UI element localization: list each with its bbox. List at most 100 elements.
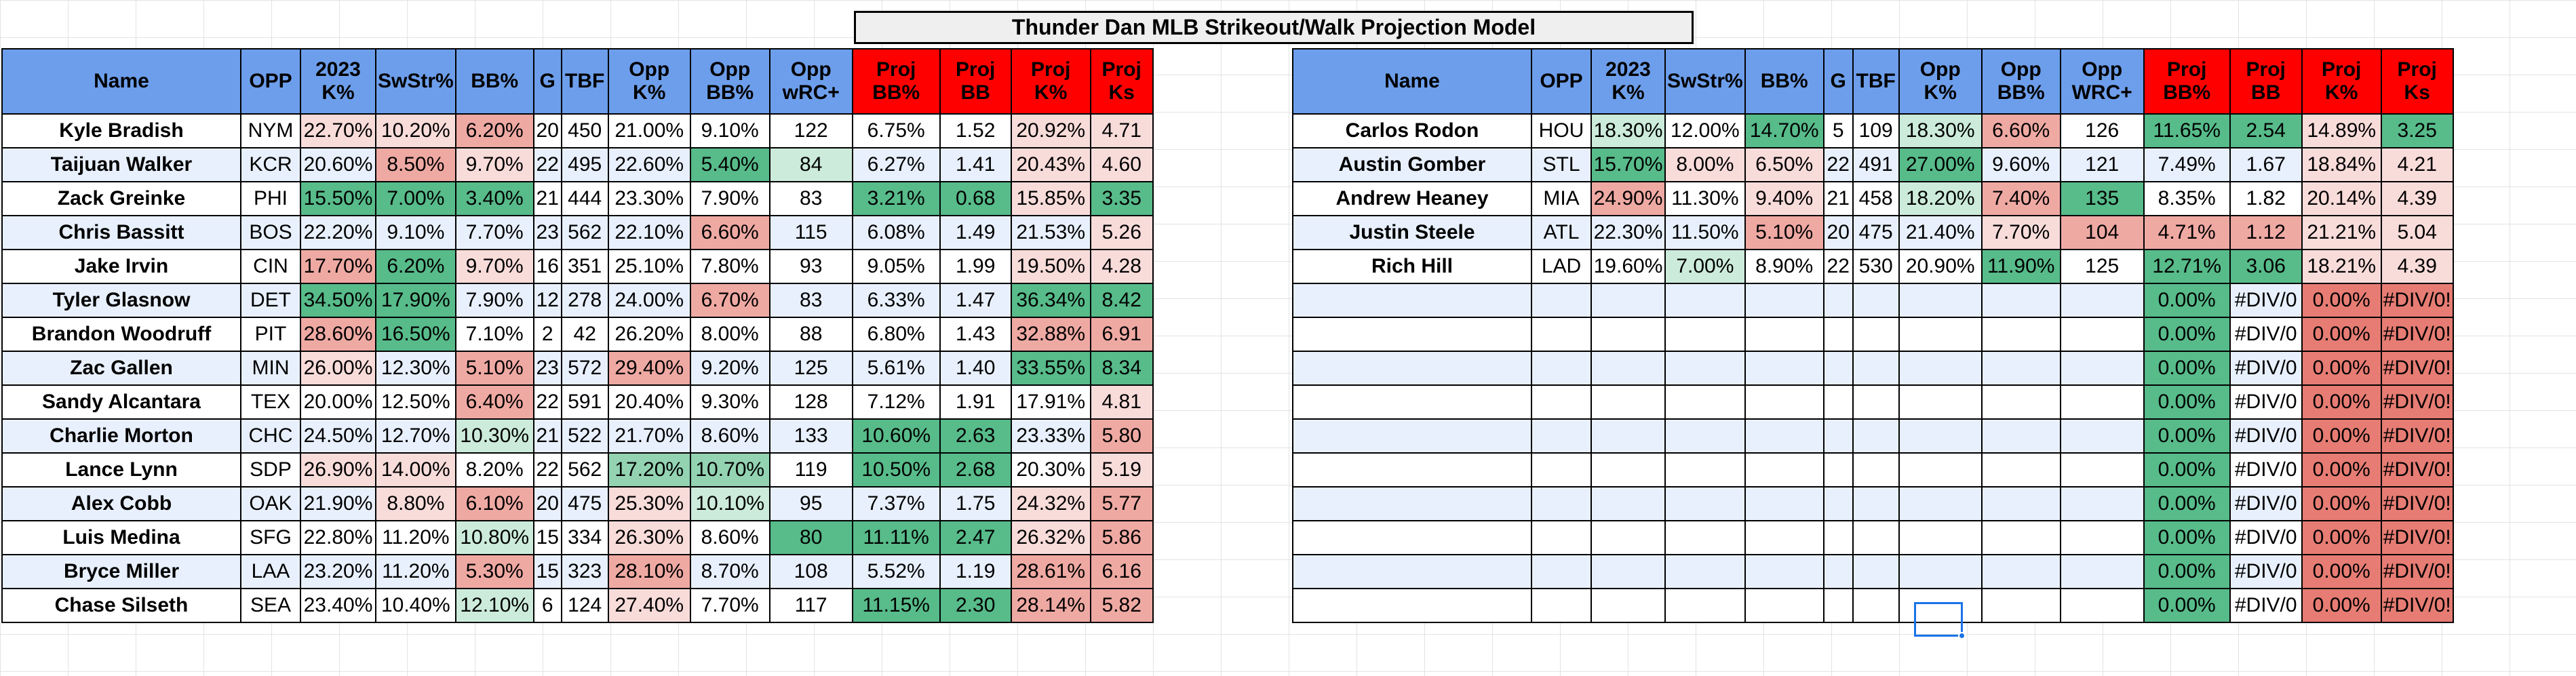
cell-name[interactable]: Luis Medina xyxy=(1,520,241,555)
cell-opp-k[interactable] xyxy=(1898,418,1983,454)
cell-proj-ks[interactable]: 4.21 xyxy=(2380,147,2454,182)
cell-2023-k[interactable]: 22.30% xyxy=(1591,215,1666,250)
column-header-proj-ks[interactable]: Proj Ks xyxy=(1089,48,1154,115)
cell-bb[interactable] xyxy=(1744,554,1824,589)
cell-name[interactable]: Justin Steele xyxy=(1292,215,1532,250)
cell-name[interactable] xyxy=(1292,554,1532,589)
cell-bb[interactable]: 6.10% xyxy=(454,486,534,521)
active-cell-selection[interactable] xyxy=(1914,602,1963,637)
cell-swstr[interactable]: 10.40% xyxy=(375,588,456,623)
cell-opp-bb[interactable] xyxy=(1980,283,2061,318)
column-header-g[interactable]: G xyxy=(1822,48,1854,115)
cell-proj-k[interactable]: 0.00% xyxy=(2301,418,2382,454)
cell-proj-bb[interactable]: 0.00% xyxy=(2143,351,2231,386)
cell-proj-bb[interactable]: 10.50% xyxy=(851,452,941,488)
cell-opp[interactable]: LAD xyxy=(1531,249,1592,284)
cell-opp-k[interactable]: 18.20% xyxy=(1898,181,1983,216)
cell-proj-ks[interactable]: #DIV/0! xyxy=(2380,317,2454,352)
cell-2023-k[interactable] xyxy=(1591,351,1666,386)
cell-proj-k[interactable]: 0.00% xyxy=(2301,588,2382,623)
cell-name[interactable] xyxy=(1292,384,1532,420)
cell-opp-k[interactable]: 21.70% xyxy=(607,418,691,454)
cell-bb[interactable] xyxy=(1744,317,1824,352)
cell-opp[interactable]: LAA xyxy=(240,554,301,589)
cell-2023-k[interactable]: 26.00% xyxy=(300,351,376,386)
column-header-name[interactable]: Name xyxy=(1,48,241,115)
cell-tbf[interactable]: 458 xyxy=(1852,181,1900,216)
cell-2023-k[interactable] xyxy=(1591,486,1666,521)
cell-name[interactable]: Chase Silseth xyxy=(1,588,241,623)
cell-opp-wrc[interactable]: 125 xyxy=(2059,249,2145,284)
cell-name[interactable]: Charlie Morton xyxy=(1,418,241,454)
cell-bb[interactable]: 9.70% xyxy=(454,249,534,284)
cell-opp[interactable] xyxy=(1531,486,1592,521)
cell-proj-ks[interactable]: 5.86 xyxy=(1089,520,1154,555)
cell-proj-ks[interactable]: #DIV/0! xyxy=(2380,418,2454,454)
cell-opp-k[interactable] xyxy=(1898,317,1983,352)
cell-opp-wrc[interactable]: 83 xyxy=(768,181,853,216)
cell-g[interactable]: 22 xyxy=(1822,249,1854,284)
cell-g[interactable]: 21 xyxy=(532,418,562,454)
cell-swstr[interactable]: 8.50% xyxy=(375,147,456,182)
cell-opp-wrc[interactable] xyxy=(2059,554,2145,589)
cell-bb[interactable]: 5.10% xyxy=(454,351,534,386)
cell-proj-ks[interactable]: #DIV/0! xyxy=(2380,554,2454,589)
cell-opp-wrc[interactable]: 119 xyxy=(768,452,853,488)
cell-proj-k[interactable]: 0.00% xyxy=(2301,283,2382,318)
column-header-swstr[interactable]: SwStr% xyxy=(1664,48,1746,115)
cell-opp[interactable]: PIT xyxy=(240,317,301,352)
cell-name[interactable] xyxy=(1292,317,1532,352)
cell-opp[interactable]: CHC xyxy=(240,418,301,454)
column-header-opp-bb[interactable]: Opp BB% xyxy=(689,48,770,115)
cell-g[interactable]: 23 xyxy=(532,351,562,386)
cell-opp-wrc[interactable] xyxy=(2059,283,2145,318)
cell-proj-ks[interactable]: #DIV/0! xyxy=(2380,486,2454,521)
cell-proj-bb[interactable]: 1.52 xyxy=(939,113,1012,148)
cell-tbf[interactable]: 530 xyxy=(1852,249,1900,284)
cell-proj-k[interactable]: 32.88% xyxy=(1010,317,1091,352)
cell-2023-k[interactable]: 23.40% xyxy=(300,588,376,623)
cell-opp-wrc[interactable]: 126 xyxy=(2059,113,2145,148)
cell-opp-wrc[interactable] xyxy=(2059,486,2145,521)
cell-proj-bb[interactable]: 12.71% xyxy=(2143,249,2231,284)
cell-proj-bb[interactable]: #DIV/0 xyxy=(2229,588,2303,623)
cell-proj-k[interactable]: 21.21% xyxy=(2301,215,2382,250)
cell-g[interactable]: 22 xyxy=(1822,147,1854,182)
cell-2023-k[interactable] xyxy=(1591,317,1666,352)
cell-2023-k[interactable]: 24.90% xyxy=(1591,181,1666,216)
cell-opp-k[interactable] xyxy=(1898,452,1983,488)
column-header-proj-bb[interactable]: Proj BB xyxy=(2229,48,2303,115)
cell-proj-bb[interactable]: 1.67 xyxy=(2229,147,2303,182)
cell-name[interactable]: Jake Irvin xyxy=(1,249,241,284)
cell-swstr[interactable]: 14.00% xyxy=(375,452,456,488)
column-header-g[interactable]: G xyxy=(532,48,562,115)
cell-opp-k[interactable] xyxy=(1898,384,1983,420)
cell-proj-bb[interactable]: 6.75% xyxy=(851,113,941,148)
cell-bb[interactable]: 10.80% xyxy=(454,520,534,555)
cell-2023-k[interactable]: 21.90% xyxy=(300,486,376,521)
cell-proj-k[interactable]: 18.21% xyxy=(2301,249,2382,284)
cell-swstr[interactable]: 12.30% xyxy=(375,351,456,386)
cell-2023-k[interactable] xyxy=(1591,418,1666,454)
cell-proj-ks[interactable]: 3.25 xyxy=(2380,113,2454,148)
cell-proj-k[interactable]: 36.34% xyxy=(1010,283,1091,318)
cell-name[interactable]: Sandy Alcantara xyxy=(1,384,241,420)
cell-g[interactable] xyxy=(1822,486,1854,521)
cell-proj-bb[interactable]: 2.47 xyxy=(939,520,1012,555)
column-header-proj-bb[interactable]: Proj BB% xyxy=(2143,48,2231,115)
cell-name[interactable] xyxy=(1292,351,1532,386)
cell-name[interactable]: Zac Gallen xyxy=(1,351,241,386)
cell-opp-bb[interactable] xyxy=(1980,520,2061,555)
column-header-proj-ks[interactable]: Proj Ks xyxy=(2380,48,2454,115)
cell-opp[interactable] xyxy=(1531,317,1592,352)
cell-swstr[interactable]: 7.00% xyxy=(1664,249,1746,284)
cell-g[interactable] xyxy=(1822,351,1854,386)
cell-tbf[interactable]: 495 xyxy=(560,147,609,182)
cell-name[interactable]: Austin Gomber xyxy=(1292,147,1532,182)
cell-name[interactable] xyxy=(1292,452,1532,488)
cell-swstr[interactable]: 8.00% xyxy=(1664,147,1746,182)
cell-opp-bb[interactable]: 8.60% xyxy=(689,418,770,454)
cell-bb[interactable] xyxy=(1744,486,1824,521)
cell-proj-ks[interactable]: 5.19 xyxy=(1089,452,1154,488)
cell-bb[interactable]: 7.70% xyxy=(454,215,534,250)
